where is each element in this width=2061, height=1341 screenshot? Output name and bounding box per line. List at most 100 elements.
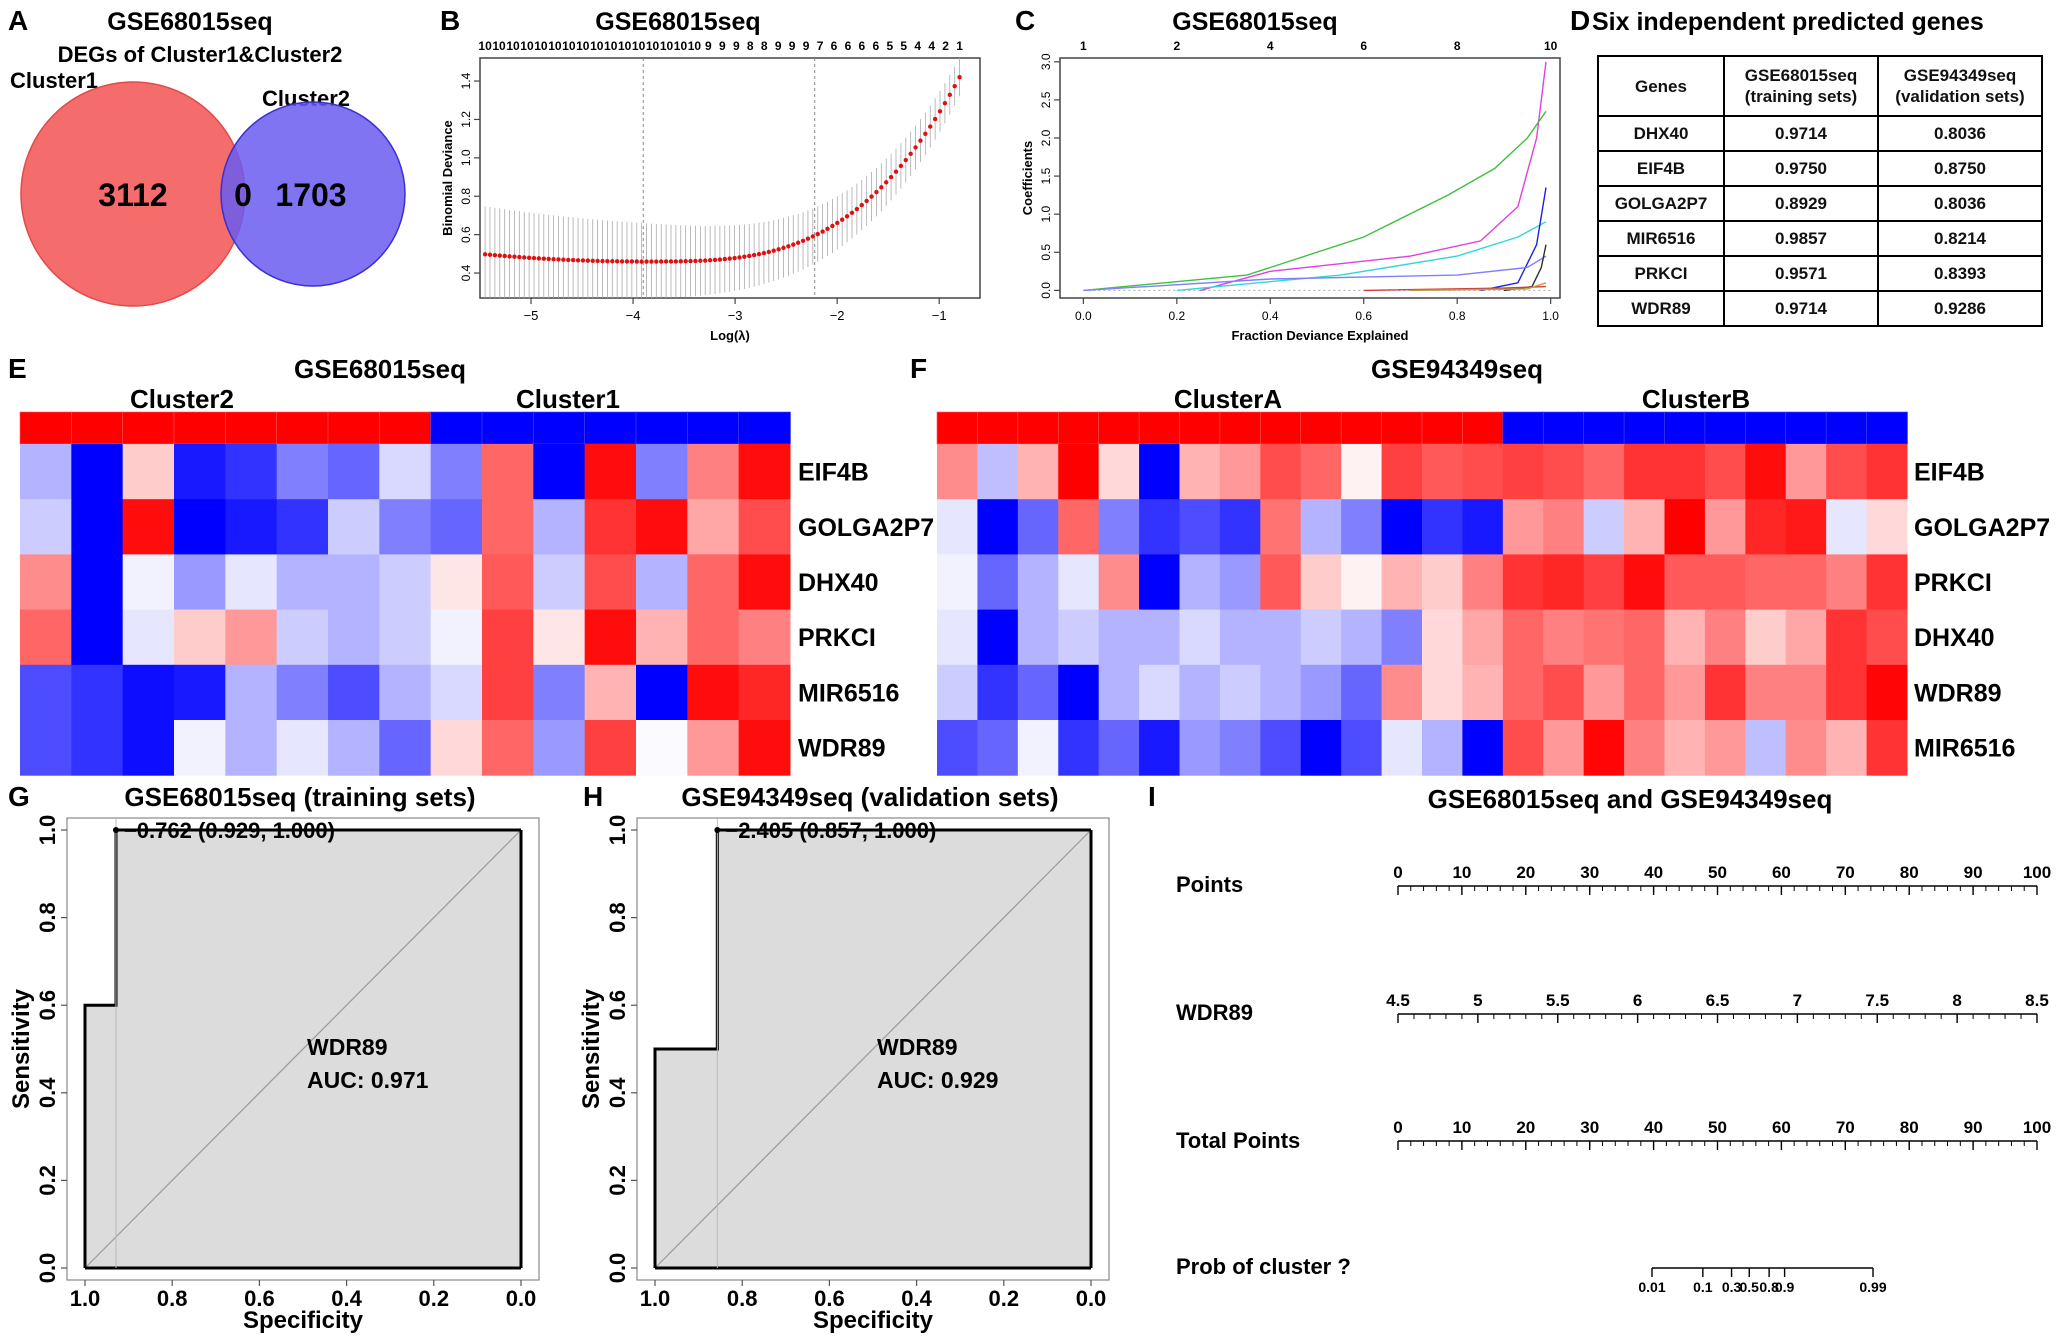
heatmap-cell — [1300, 444, 1342, 500]
heatmap-cell — [533, 554, 586, 611]
table-cell-validation: 0.8214 — [1877, 220, 2043, 257]
nomogram-points-tick-label: 70 — [1836, 863, 1855, 882]
roc-y-tick-label: 0.2 — [35, 1165, 60, 1196]
heatmap-cell — [687, 554, 740, 611]
roc-frame — [66, 817, 540, 1281]
cv-top-number: 10 — [506, 39, 520, 53]
heatmap-cell — [71, 499, 124, 555]
heatmap-annotation-cell — [1098, 411, 1140, 445]
roc-diagonal — [654, 829, 1092, 1269]
heatmap-cell — [977, 609, 1019, 666]
heatmap-cell — [276, 664, 329, 721]
cv-point — [898, 163, 904, 169]
heatmap-gene-label: EIF4B — [1914, 459, 1985, 487]
cv-point — [590, 258, 595, 263]
roc-h-title: GSE94349seq (validation sets) — [681, 782, 1058, 812]
heatmap-annotation-cell — [1017, 411, 1060, 445]
heatmap-e-group-left: Cluster2 — [130, 384, 234, 414]
cv-point — [888, 174, 894, 180]
table-header-validation: GSE94349seq (validation sets) — [1877, 55, 2043, 117]
heatmap-cell — [276, 444, 329, 500]
heatmap-cell — [1583, 609, 1625, 666]
cv-point — [942, 100, 948, 106]
heatmap-annotation-cell — [122, 411, 175, 445]
heatmap-cell — [1583, 554, 1625, 611]
heatmap-annotation-cell — [1745, 411, 1787, 445]
coef-y-tick-label: 1.0 — [1039, 206, 1053, 223]
nomogram-total-tick-label: 0 — [1393, 1118, 1402, 1137]
roc-threshold-label: −0.762 (0.929, 1.000) — [124, 818, 335, 843]
heatmap-gene-label: GOLGA2P7 — [1914, 514, 2050, 542]
cv-point — [766, 249, 772, 255]
table-cell-training: 0.9714 — [1723, 115, 1879, 152]
table-cell-training: 0.9857 — [1723, 220, 1879, 257]
panel-letter-h: H — [583, 781, 603, 812]
heatmap-cell — [738, 554, 791, 611]
coef-top-tick: 1 — [1080, 39, 1087, 53]
cv-top-number: 5 — [900, 39, 907, 53]
coef-y-label: Coefficients — [1020, 141, 1035, 215]
heatmap-cell — [636, 444, 688, 500]
heatmap-cell — [1219, 609, 1261, 666]
heatmap-cell — [1341, 554, 1383, 611]
heatmap-cell — [1462, 720, 1504, 776]
heatmap-cell — [738, 499, 791, 555]
cv-point — [610, 259, 615, 264]
heatmap-cell — [1219, 664, 1261, 721]
cv-top-number: 9 — [705, 39, 712, 53]
heatmap-gene-label: PRKCI — [1914, 569, 1992, 597]
heatmap-annotation-cell — [1785, 411, 1827, 445]
heatmap-cell — [738, 664, 791, 721]
cv-top-number: 6 — [845, 39, 852, 53]
nomogram-prob-tick-label: 0.3 — [1722, 1279, 1742, 1295]
cv-point — [918, 138, 923, 143]
heatmap-cell — [1785, 444, 1827, 500]
heatmap-cell — [1058, 554, 1100, 611]
heatmap-cell — [1785, 499, 1827, 555]
roc-y-axis-label: Sensitivity — [578, 988, 605, 1109]
roc-threshold-label: −2.405 (0.857, 1.000) — [725, 818, 936, 843]
roc-gene-label: WDR89 — [307, 1034, 388, 1060]
heatmap-cell — [1098, 554, 1140, 611]
heatmap-cell — [225, 609, 278, 666]
heatmap-cell — [71, 609, 124, 666]
cv-x-tick-label: −5 — [524, 308, 539, 323]
cv-point — [595, 258, 600, 264]
heatmap-cell — [1381, 499, 1423, 555]
cv-plot-frame — [479, 57, 981, 299]
roc-auc-label: AUC: 0.929 — [877, 1067, 998, 1093]
roc-x-tick-label: 0.6 — [814, 1286, 845, 1311]
heatmap-cell — [1098, 444, 1140, 500]
heatmap-gene-label: MIR6516 — [1914, 735, 2015, 763]
heatmap-annotation-cell — [19, 411, 73, 445]
cv-point — [957, 75, 962, 80]
nomogram-gene-tick-label: 6 — [1633, 991, 1642, 1010]
heatmap-cell — [71, 554, 124, 611]
gene-auc-table: Genes GSE68015seq (training sets) GSE943… — [1597, 55, 2043, 327]
heatmap-f: EIF4B GOLGA2P7 PRKCI DHX40 WDR89 MIR6516 — [936, 411, 2050, 776]
heatmap-cell — [430, 444, 483, 500]
heatmap-cell — [1300, 720, 1342, 776]
nomogram-points-tick-label: 30 — [1580, 863, 1599, 882]
cv-top-number: 10 — [618, 39, 632, 53]
heatmap-cell — [1341, 720, 1383, 776]
coef-x-tick-label: 0.8 — [1449, 309, 1466, 323]
nomogram-total-tick-label: 80 — [1900, 1118, 1919, 1137]
heatmap-cell — [1543, 609, 1585, 666]
heatmap-cell — [482, 664, 534, 721]
heatmap-cell — [122, 720, 175, 776]
cv-point — [668, 259, 674, 264]
venn-title: GSE68015seq — [107, 8, 272, 36]
panel-g: G GSE68015seq (training sets) −0.762 (0.… — [8, 781, 540, 1334]
heatmap-gene-label: MIR6516 — [798, 679, 899, 707]
coef-plot-area — [1083, 61, 1551, 292]
table-cell-gene: GOLGA2P7 — [1597, 185, 1725, 222]
heatmap-cell — [584, 499, 637, 555]
nomogram-gene-tick-label: 7 — [1793, 991, 1802, 1010]
coef-top-tick: 8 — [1454, 39, 1461, 53]
heatmap-annotation-cell — [1219, 411, 1262, 445]
heatmap-cell — [1260, 499, 1302, 555]
panel-b: B GSE68015seq 10 10 10 10 10 10 10 10 10 10 10 10 10… — [440, 5, 981, 343]
heatmap-annotation-cell — [225, 411, 278, 445]
